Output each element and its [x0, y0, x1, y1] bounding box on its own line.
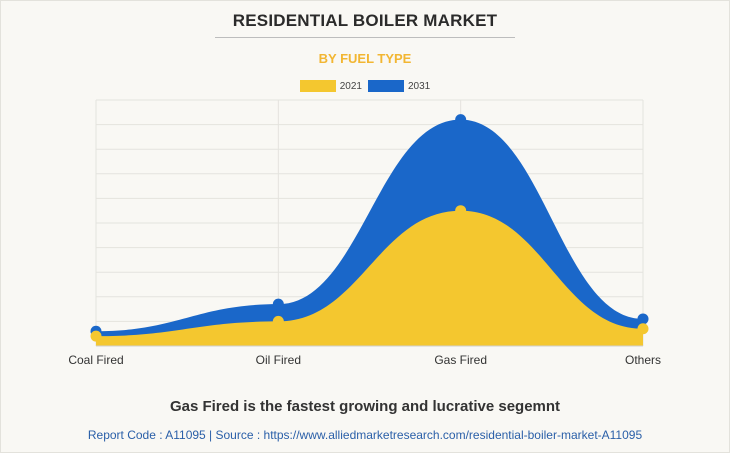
data-point-2031-others — [637, 313, 649, 325]
chart-subtitle: BY FUEL TYPE — [318, 51, 412, 66]
insight-caption: Gas Fired is the fastest growing and luc… — [169, 398, 561, 415]
legend-swatch-2021 — [299, 80, 336, 92]
data-point-2021-oil-fired — [272, 315, 284, 327]
legend-swatch-2031 — [368, 80, 404, 92]
title-divider — [215, 37, 515, 38]
source-line: Report Code : A11095 | Source : https://… — [87, 428, 643, 442]
data-point-2021-others — [637, 323, 649, 335]
x-tick-label: Oil Fired — [256, 353, 301, 367]
chart-title: RESIDENTIAL BOILER MARKET — [232, 11, 498, 30]
legend-item-2021[interactable]: 2021 — [299, 80, 362, 92]
x-tick-label: Coal Fired — [68, 353, 123, 367]
legend-label-2021: 2021 — [339, 80, 362, 92]
legend: 2021 2031 — [0, 80, 730, 92]
x-tick-label: Others — [625, 353, 661, 367]
data-point-2031-oil-fired — [272, 298, 284, 310]
data-point-2031-gas-fired — [455, 114, 467, 126]
legend-item-2031[interactable]: 2031 — [368, 80, 430, 92]
area-series-2021 — [96, 210, 643, 346]
legend-label-2031: 2031 — [408, 80, 431, 92]
data-point-2021-gas-fired — [455, 205, 467, 217]
data-point-2021-coal-fired — [90, 330, 102, 342]
x-tick-label: Gas Fired — [434, 353, 487, 367]
